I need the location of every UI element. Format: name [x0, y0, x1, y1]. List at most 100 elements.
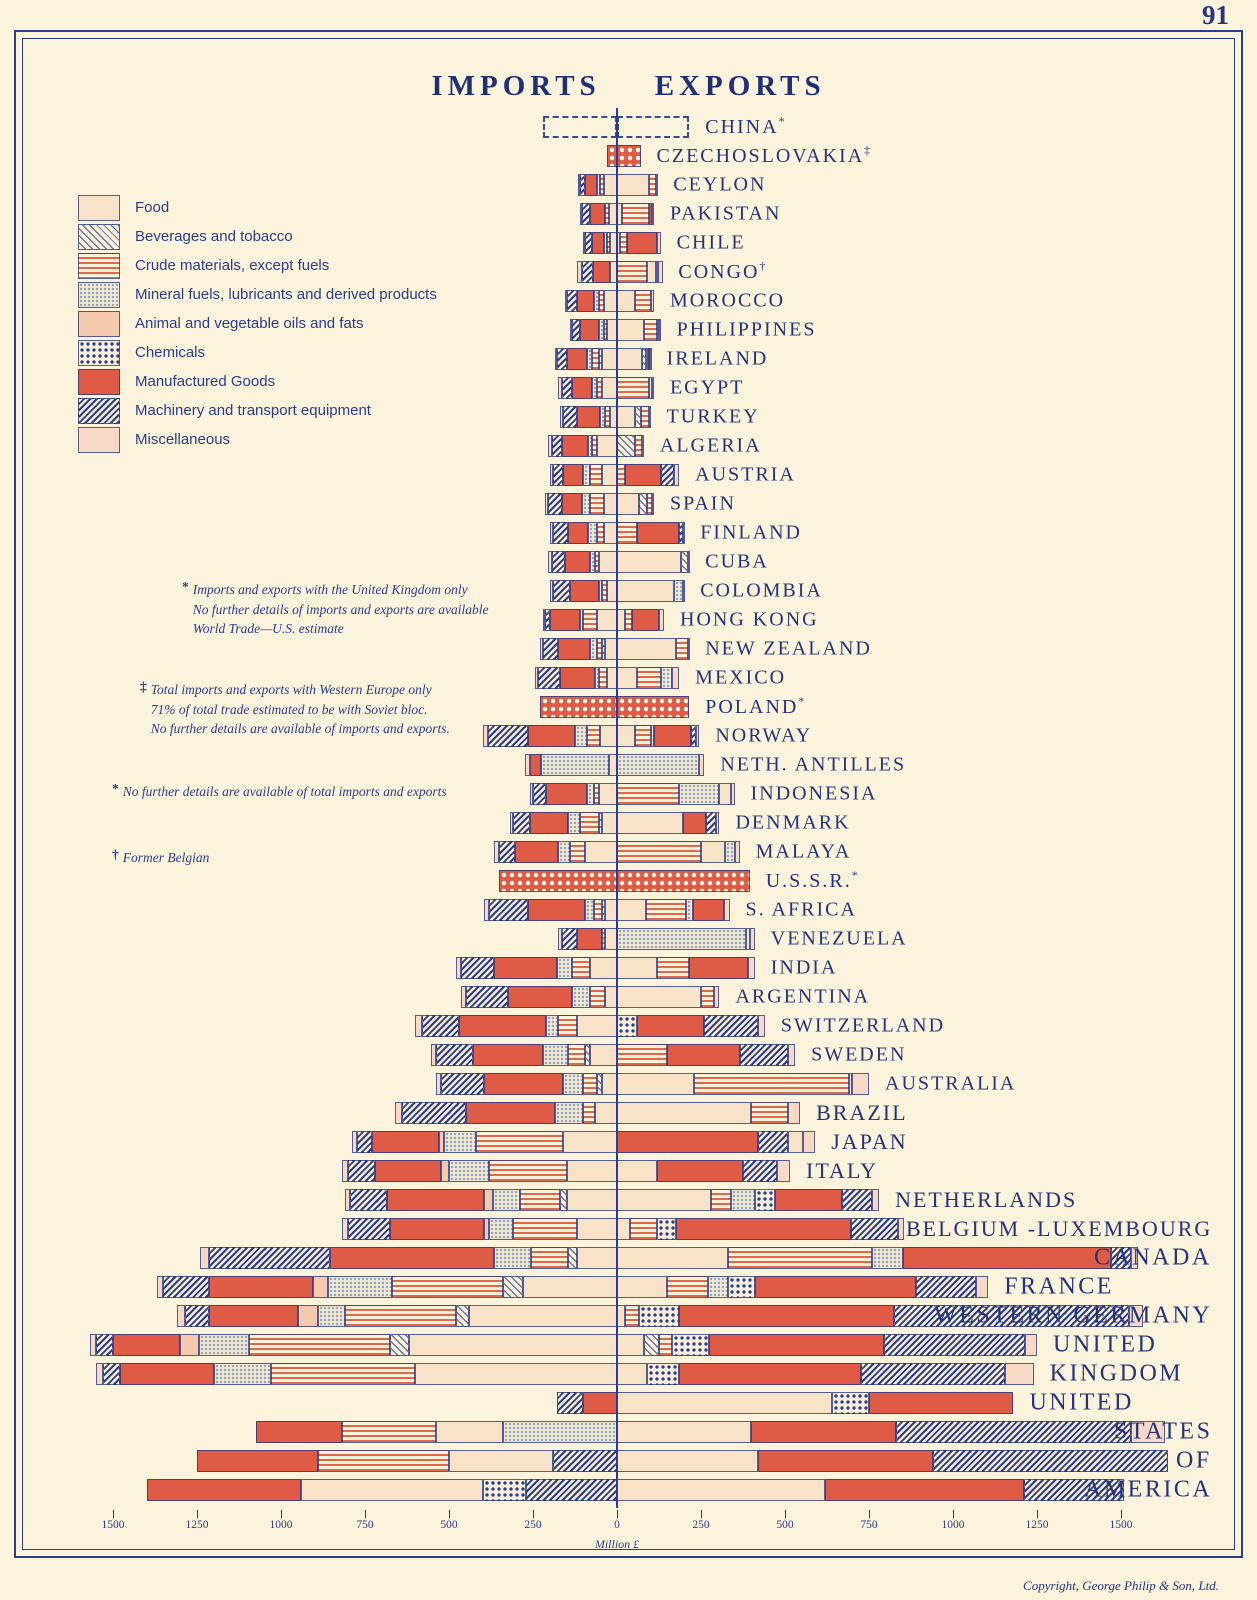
bar-segment	[558, 927, 562, 950]
bar-segment	[571, 318, 581, 341]
bar-segment	[487, 724, 528, 747]
bar-segment	[652, 492, 655, 515]
bar-segment	[617, 231, 621, 254]
bar-segment	[502, 1275, 523, 1298]
bar-segment	[596, 434, 617, 457]
axis-tick-label: 750	[356, 1519, 374, 1531]
bar-segment	[588, 434, 592, 457]
bar-segment	[568, 521, 589, 544]
bar-segment	[674, 463, 680, 486]
bar-segment	[596, 1072, 602, 1095]
bar-segment	[351, 1130, 357, 1153]
bar-segment	[585, 231, 592, 254]
bar-segment	[667, 1043, 740, 1066]
bar-segment	[598, 347, 602, 370]
exports-bar	[617, 144, 641, 167]
bar-segment	[848, 1072, 853, 1095]
footnote-line: No further details of imports and export…	[192, 601, 489, 617]
bar-segment	[627, 231, 658, 254]
bar-segment	[590, 1043, 617, 1066]
bar-segment	[788, 1130, 804, 1153]
bar-segment	[583, 608, 597, 631]
bar-segment	[650, 724, 654, 747]
bar-segment	[640, 405, 649, 428]
imports-bar	[200, 1246, 617, 1269]
bar-segment	[605, 202, 609, 225]
bar-segment	[895, 1420, 1132, 1443]
bar-segment	[89, 1333, 97, 1356]
legend-item: Chemicals	[78, 338, 437, 367]
bar-segment	[687, 550, 690, 573]
bar-segment	[344, 1188, 350, 1211]
imports-bar	[460, 985, 617, 1008]
bar-segment	[758, 1130, 789, 1153]
bar-segment	[884, 1333, 1026, 1356]
bar-segment	[344, 1304, 456, 1327]
bar-segment	[860, 1362, 1006, 1385]
bar-segment	[543, 115, 617, 138]
bar-segment	[660, 463, 675, 486]
footnote-text: Former Belgian	[123, 848, 210, 868]
bar-segment	[617, 1478, 826, 1501]
bar-segment	[617, 1333, 644, 1356]
exports-bar	[617, 1217, 905, 1240]
bar-segment	[583, 1391, 617, 1414]
bar-segment	[415, 1014, 423, 1037]
bar-segment	[507, 985, 572, 1008]
bar-segment	[679, 782, 720, 805]
bar-segment	[546, 1014, 559, 1037]
legend-swatch	[78, 310, 120, 337]
bar-segment	[200, 1246, 209, 1269]
bar-segment	[176, 1304, 186, 1327]
bar-segment	[872, 1188, 880, 1211]
country-label: JAPAN	[831, 1128, 908, 1154]
exports-bar	[617, 579, 685, 602]
bar-segment	[704, 1014, 759, 1037]
bar-segment	[548, 550, 552, 573]
bar-segment	[534, 666, 539, 689]
bar-segment	[590, 985, 606, 1008]
bar-segment	[707, 1275, 728, 1298]
bar-segment	[375, 1159, 441, 1182]
bar-segment	[701, 840, 725, 863]
bar-segment	[512, 811, 530, 834]
country-label: AUSTRIA	[695, 463, 796, 485]
bar-segment	[601, 463, 617, 486]
imports-bar	[415, 1014, 617, 1037]
country-label: VENEZUELA	[770, 927, 908, 949]
bar-segment	[163, 1275, 209, 1298]
imports-bar	[539, 695, 617, 718]
imports-bar	[435, 1072, 617, 1095]
bar-segment	[440, 1159, 450, 1182]
bar-segment	[701, 985, 715, 1008]
bar-segment	[402, 1101, 466, 1124]
legend-item: Beverages and tobacco	[78, 222, 437, 251]
bar-segment	[590, 550, 596, 573]
bar-segment	[617, 1101, 752, 1124]
bar-segment	[489, 1159, 567, 1182]
bar-segment	[576, 289, 594, 312]
bar-segment	[617, 1014, 638, 1037]
bar-segment	[1131, 1246, 1138, 1269]
bar-segment	[489, 898, 528, 921]
bar-segment	[598, 550, 617, 573]
imports-bar	[455, 956, 617, 979]
imports-bar	[197, 1449, 617, 1472]
country-label: CUBA	[705, 550, 769, 572]
bar-segment	[390, 1217, 485, 1240]
bar-segment	[519, 1188, 560, 1211]
imports-bar	[499, 869, 617, 892]
axis-tick-label: 250	[692, 1519, 710, 1531]
bar-segment	[430, 1043, 436, 1066]
bar-segment	[617, 1188, 712, 1211]
bar-segment	[494, 1246, 532, 1269]
imports-bar	[583, 231, 617, 254]
bar-segment	[341, 1159, 349, 1182]
bar-segment	[679, 521, 683, 544]
bar-segment	[617, 492, 639, 515]
exports-bar	[617, 550, 690, 573]
bar-segment	[270, 1362, 416, 1385]
exports-bar	[617, 1159, 791, 1182]
bar-segment	[645, 347, 648, 370]
bar-segment	[551, 550, 565, 573]
